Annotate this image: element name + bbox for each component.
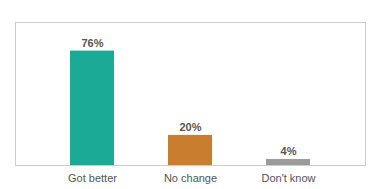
svg-text:No change: No change [164, 172, 217, 184]
svg-text:76%: 76% [81, 37, 103, 49]
svg-text:20%: 20% [179, 121, 201, 133]
svg-text:Got better: Got better [68, 172, 117, 184]
svg-text:Don't know: Don't know [261, 172, 315, 184]
svg-text:4%: 4% [281, 145, 297, 157]
